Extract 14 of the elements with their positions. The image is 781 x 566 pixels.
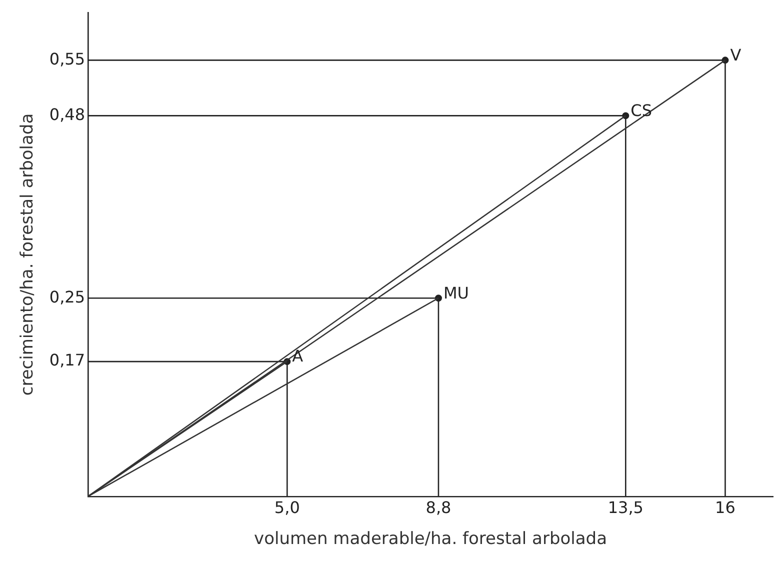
x-tick-label: 5,0: [274, 498, 300, 518]
y-tick-label: 0,55: [49, 49, 86, 68]
annotation: MU: [443, 283, 469, 302]
x-axis-title: volumen maderable/ha. forestal arbolada: [254, 529, 607, 550]
x-tick-label: 13,5: [608, 498, 644, 518]
annotation: CS: [630, 100, 652, 120]
x-tick-label: 16: [715, 498, 736, 518]
y-tick-label: 0,25: [49, 287, 86, 306]
y-tick-label: 0,17: [49, 350, 86, 370]
y-tick-label: 0,48: [49, 104, 86, 124]
annotation: A: [292, 346, 304, 366]
annotation: V: [730, 45, 742, 64]
x-tick-label: 8,8: [426, 498, 452, 518]
y-axis-title: crecimiento/ha. forestal arbolada: [18, 113, 38, 396]
